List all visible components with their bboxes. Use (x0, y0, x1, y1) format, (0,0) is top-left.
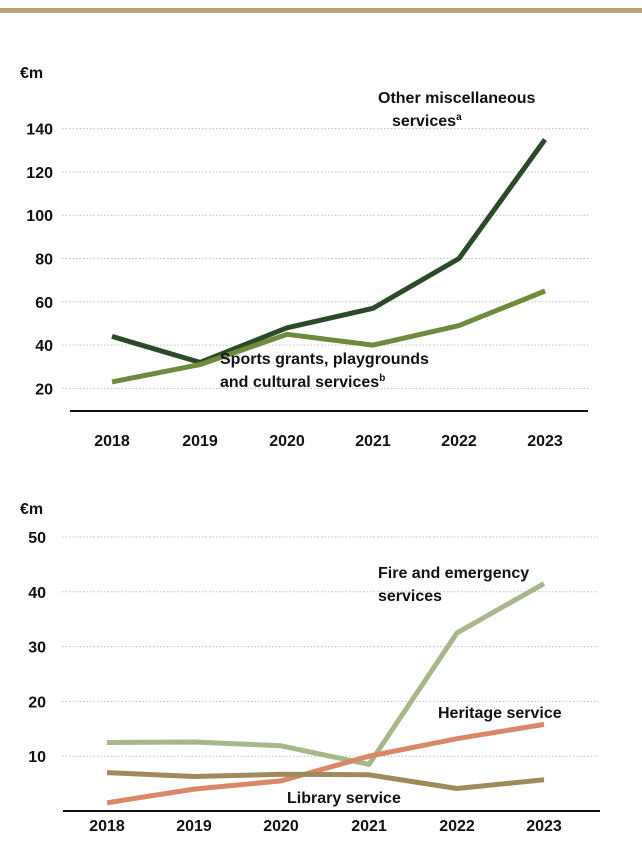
y-tick-label-40: 40 (35, 338, 53, 355)
y-tick-label-20: 20 (28, 694, 46, 711)
series-label-heritage-service: Heritage service (438, 705, 562, 722)
series-line-heritage-service (106, 721, 545, 806)
series-line-other-miscellaneous-services (111, 138, 548, 365)
series-line-library-service (106, 770, 545, 791)
y-tick-label-50: 50 (28, 530, 46, 547)
x-tick-label-2022: 2022 (439, 818, 475, 835)
x-tick-label-2020: 2020 (269, 433, 305, 450)
x-tick-label-2021: 2021 (351, 818, 387, 835)
y-tick-label-10: 10 (28, 749, 46, 766)
y-axis-unit-label: €m (20, 501, 43, 518)
y-tick-label-120: 120 (26, 165, 53, 182)
y-axis-unit-label: €m (20, 65, 43, 82)
x-tick-label-2021: 2021 (355, 433, 391, 450)
y-tick-label-100: 100 (26, 208, 53, 225)
y-tick-label-60: 60 (35, 295, 53, 312)
y-tick-label-140: 140 (26, 122, 53, 139)
series-label-other-miscellaneous-services: Other miscellaneous servicesa (378, 90, 535, 130)
series-line-fire-and-emergency-services (106, 581, 546, 767)
series-label-library-service: Library service (287, 790, 401, 807)
y-tick-label-30: 30 (28, 640, 46, 657)
x-tick-label-2018: 2018 (94, 433, 130, 450)
series-line-sports-grants-playgrounds-and-cultural-services (111, 288, 546, 385)
series-label-fire-and-emergency-services: Fire and emergency services (378, 565, 529, 605)
x-tick-label-2020: 2020 (263, 818, 299, 835)
x-tick-label-2019: 2019 (176, 818, 212, 835)
y-tick-label-80: 80 (35, 252, 53, 269)
x-tick-label-2023: 2023 (526, 818, 562, 835)
y-tick-label-20: 20 (35, 381, 53, 398)
series-label-sports-grants-playgrounds-and-cultural-services: Sports grants, playgrounds and cultural s… (220, 351, 429, 391)
x-tick-label-2022: 2022 (441, 433, 477, 450)
x-tick-label-2019: 2019 (182, 433, 218, 450)
y-tick-label-40: 40 (28, 585, 46, 602)
x-tick-label-2018: 2018 (89, 818, 125, 835)
x-tick-label-2023: 2023 (527, 433, 563, 450)
top-rule (0, 8, 642, 13)
